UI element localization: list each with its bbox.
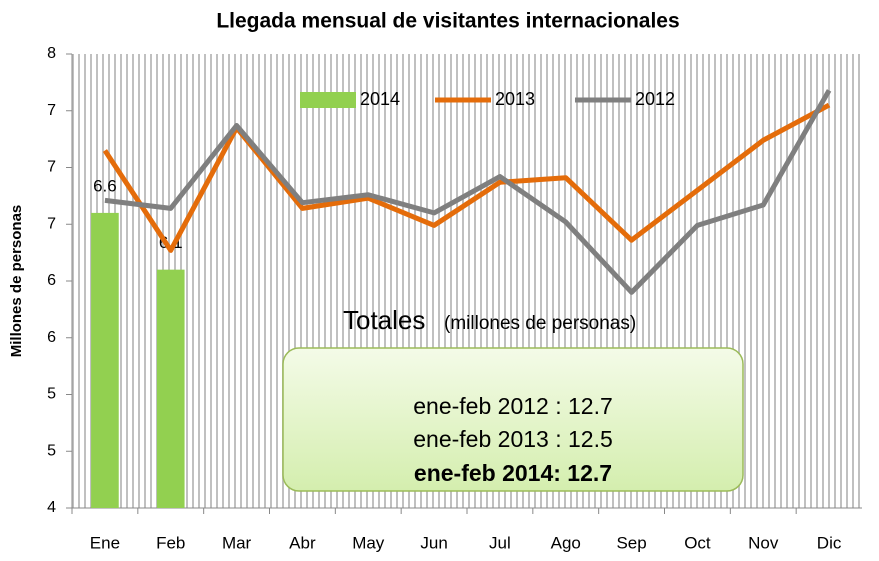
legend-label: 2012: [635, 89, 675, 109]
totals-line: ene-feb 2013 : 12.5: [413, 426, 613, 452]
x-tick-label: Ago: [551, 533, 581, 552]
x-tick-label: Jun: [420, 533, 447, 552]
y-tick-label: 7: [47, 102, 56, 119]
x-tick-label: Mar: [222, 533, 252, 552]
y-tick-label: 8: [47, 45, 56, 62]
x-tick-label: Abr: [289, 533, 316, 552]
chart-title: Llegada mensual de visitantes internacio…: [216, 10, 679, 33]
totals-line: ene-feb 2012 : 12.7: [413, 393, 613, 419]
x-tick-label: Feb: [156, 533, 185, 552]
y-tick-label: 6: [47, 329, 56, 346]
y-tick-label: 7: [47, 215, 56, 232]
line-series: [104, 89, 832, 295]
legend-label: 2013: [495, 89, 535, 109]
legend-swatch: [300, 92, 356, 108]
x-tick-label: Oct: [684, 533, 711, 552]
y-tick-label: 4: [47, 499, 56, 516]
totals-line: ene-feb 2014: 12.7: [414, 460, 612, 486]
data-label: 6.6: [93, 176, 117, 195]
x-tick-label: Sep: [616, 533, 646, 552]
totals-box: [282, 347, 744, 492]
x-tick-label: May: [352, 533, 385, 552]
line-series: [102, 102, 831, 253]
y-axis-label: Millones de personas: [8, 205, 25, 358]
x-tick-label: Ene: [90, 533, 120, 552]
y-tick-label: 6: [47, 272, 56, 289]
x-tick-label: Dic: [817, 533, 842, 552]
y-tick-label: 5: [47, 386, 56, 403]
legend-label: 2014: [360, 89, 400, 109]
bar: [91, 212, 119, 508]
bar: [156, 269, 185, 508]
totals-note: (millones de personas): [444, 313, 636, 334]
totals-heading: Totales: [343, 305, 425, 335]
x-tick-label: Nov: [748, 533, 779, 552]
y-tick-label: 5: [47, 442, 56, 459]
y-tick-label: 7: [47, 159, 56, 176]
x-tick-label: Jul: [489, 533, 511, 552]
